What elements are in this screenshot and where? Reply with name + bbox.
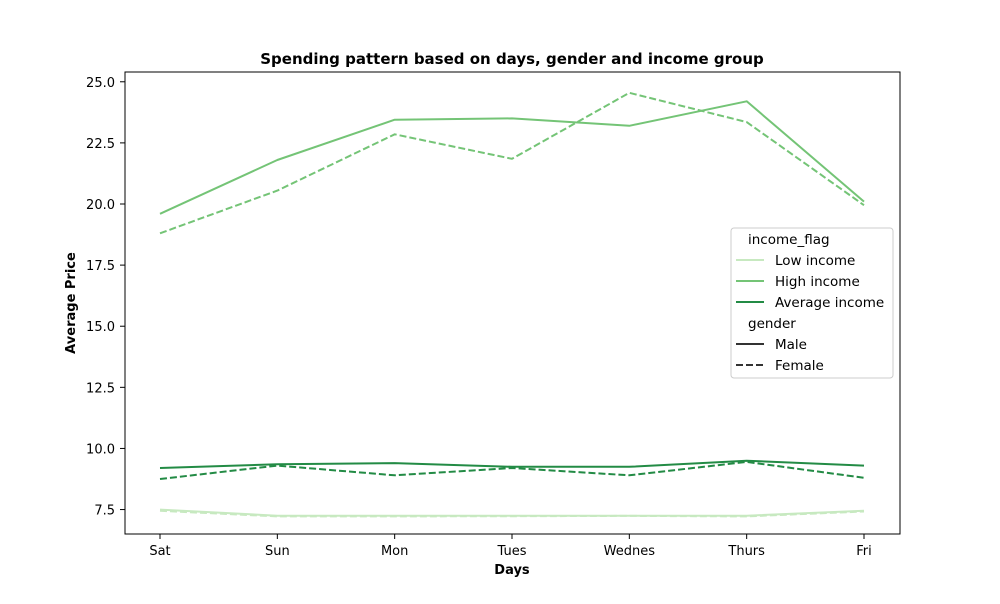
series-line-high-income-male	[159, 100, 865, 215]
chart-title: Spending pattern based on days, gender a…	[260, 50, 764, 68]
x-axis-label: Days	[494, 563, 530, 578]
legend-box	[730, 227, 894, 379]
x-tick-label-sun: Sun	[265, 544, 290, 559]
x-tick-label-fri: Fri	[856, 544, 872, 559]
legend: income_flag Low income High income Avera…	[730, 227, 894, 379]
y-tick-label-25-0: 25.0	[86, 76, 115, 91]
legend-label-high-income: High income	[775, 274, 860, 290]
y-tick-label-7-5: 7.5	[94, 504, 115, 519]
y-tick-label-15-0: 15.0	[86, 320, 115, 335]
y-axis-label: Average Price	[64, 252, 79, 354]
series-line-low-income-female	[159, 509, 865, 518]
y-tick-label-12-5: 12.5	[86, 381, 115, 396]
x-tick-label-thurs: Thurs	[727, 544, 765, 559]
series-line-low-income-male	[159, 508, 865, 517]
x-tick-label-wednes: Wednes	[604, 544, 656, 559]
legend-label-female: Female	[775, 358, 824, 374]
x-tick-label-mon: Mon	[381, 544, 408, 559]
series-line-high-income-female	[159, 91, 865, 235]
legend-gender-title: gender	[748, 316, 796, 332]
series-layer	[159, 91, 865, 518]
x-tick-label-sat: Sat	[149, 544, 170, 559]
y-tick-label-17-5: 17.5	[86, 259, 115, 274]
y-tick-label-22-5: 22.5	[86, 137, 115, 152]
series-line-average-income-female	[159, 460, 865, 480]
legend-income-title: income_flag	[748, 232, 830, 248]
series-line-average-income-male	[159, 459, 865, 469]
y-tick-label-10-0: 10.0	[86, 442, 115, 457]
y-tick-label-20-0: 20.0	[86, 198, 115, 213]
legend-label-average-income: Average income	[775, 295, 884, 311]
x-tick-label-tues: Tues	[497, 544, 527, 559]
plot-frame	[124, 71, 901, 535]
legend-label-male: Male	[775, 337, 807, 353]
legend-label-low-income: Low income	[775, 253, 855, 269]
ticks-layer: Sat Sun Mon Tues Wednes Thurs Fri 7.5 10.0 12.5 15…	[86, 76, 872, 559]
